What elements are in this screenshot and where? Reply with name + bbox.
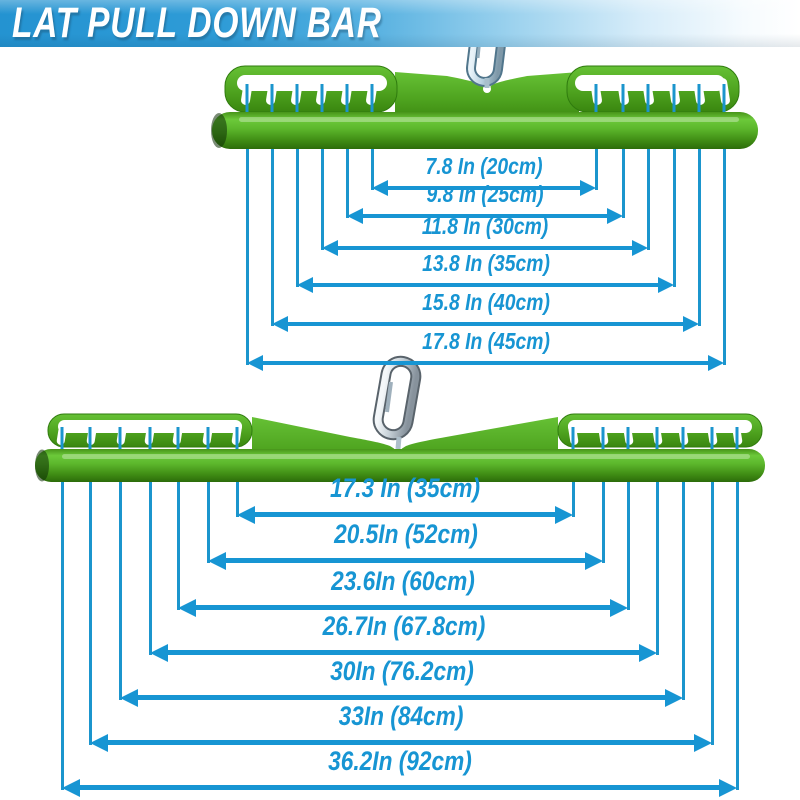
extension-line bbox=[672, 112, 676, 287]
dimension-arrow bbox=[260, 361, 711, 365]
extension-line bbox=[176, 449, 180, 610]
extension-line bbox=[270, 112, 274, 326]
arrowhead-right-icon bbox=[683, 316, 699, 332]
dimension-label: 17.3 In (35cm) bbox=[329, 473, 481, 503]
dimension-arrow bbox=[310, 283, 661, 287]
arrowhead-right-icon bbox=[658, 277, 674, 293]
carabiner-icon bbox=[372, 355, 422, 450]
long-bar-illustration bbox=[35, 355, 765, 482]
arrowhead-right-icon bbox=[610, 598, 628, 617]
arrowhead-left-icon bbox=[208, 551, 226, 570]
left-hook-comb bbox=[224, 65, 398, 113]
extension-line bbox=[626, 449, 630, 610]
extension-line bbox=[722, 112, 726, 365]
dimension-label: 11.8 In (30cm) bbox=[421, 213, 549, 239]
extension-line bbox=[148, 449, 152, 655]
extension-line bbox=[594, 112, 598, 190]
dimension-label: 26.7In (67.8cm) bbox=[322, 611, 485, 641]
arrowhead-left-icon bbox=[247, 355, 263, 371]
extension-line bbox=[601, 449, 605, 563]
dimension-arrow bbox=[76, 785, 723, 790]
arrowhead-left-icon bbox=[120, 688, 138, 707]
arrowhead-right-icon bbox=[719, 778, 737, 797]
arrowhead-right-icon bbox=[632, 240, 648, 256]
slot-line-stubs bbox=[60, 427, 739, 449]
dimension-label: 7.8 In (20cm) bbox=[425, 153, 543, 179]
extension-line bbox=[697, 112, 701, 326]
arrowhead-left-icon bbox=[272, 316, 288, 332]
arrowhead-left-icon bbox=[62, 778, 80, 797]
arrowhead-left-icon bbox=[297, 277, 313, 293]
arrowhead-right-icon bbox=[665, 688, 683, 707]
arrowhead-left-icon bbox=[178, 598, 196, 617]
arrowhead-right-icon bbox=[639, 643, 657, 662]
extension-line bbox=[710, 449, 714, 745]
dimension-arrow bbox=[192, 605, 614, 610]
dimension-arrow bbox=[104, 740, 698, 745]
dimension-label: 20.5In (52cm) bbox=[333, 519, 478, 549]
extension-line bbox=[571, 449, 575, 517]
dimension-arrow bbox=[222, 558, 589, 563]
dimension-label: 17.8 In (45cm) bbox=[421, 328, 550, 354]
dimension-arrow bbox=[285, 322, 686, 326]
dimension-label: 9.8 In (25cm) bbox=[426, 181, 544, 207]
dimension-arrow bbox=[134, 695, 669, 700]
dimension-arrow bbox=[164, 650, 643, 655]
extension-line bbox=[295, 112, 299, 287]
dimension-label: 23.6In (60cm) bbox=[331, 566, 475, 596]
right-hook-comb bbox=[566, 65, 740, 113]
arrowhead-left-icon bbox=[322, 240, 338, 256]
arrowhead-right-icon bbox=[708, 355, 724, 371]
center-plate bbox=[395, 72, 579, 122]
arrowhead-right-icon bbox=[607, 208, 623, 224]
page-title: LAT PULL DOWN BAR bbox=[12, 0, 382, 47]
extension-line bbox=[735, 449, 739, 790]
dimension-label: 30In (76.2cm) bbox=[329, 656, 474, 686]
extension-line bbox=[245, 112, 249, 365]
extension-line bbox=[655, 449, 659, 655]
dimension-label: 33In (84cm) bbox=[338, 701, 464, 731]
extension-line bbox=[206, 449, 210, 563]
arrowhead-right-icon bbox=[555, 505, 573, 524]
dimension-arrow bbox=[385, 186, 583, 190]
right-hook-comb bbox=[557, 413, 763, 448]
arrowhead-left-icon bbox=[237, 505, 255, 524]
arrowhead-right-icon bbox=[585, 551, 603, 570]
arrowhead-right-icon bbox=[580, 180, 596, 196]
extension-line bbox=[646, 112, 650, 250]
extension-line bbox=[320, 112, 324, 250]
extension-line bbox=[621, 112, 625, 218]
extension-line bbox=[88, 449, 92, 745]
dimension-label: 36.2In (92cm) bbox=[327, 746, 472, 776]
arrowhead-left-icon bbox=[372, 180, 388, 196]
slot-line-stubs bbox=[245, 84, 726, 112]
extension-line bbox=[60, 449, 64, 790]
arrowhead-right-icon bbox=[694, 733, 712, 752]
extension-line bbox=[681, 449, 685, 700]
extension-line bbox=[235, 449, 239, 517]
bar-tube bbox=[211, 112, 758, 149]
dimension-arrow bbox=[251, 512, 559, 517]
arrowhead-left-icon bbox=[150, 643, 168, 662]
extension-line bbox=[118, 449, 122, 700]
dimension-arrow bbox=[335, 246, 635, 250]
arrowhead-left-icon bbox=[347, 208, 363, 224]
extension-line bbox=[345, 112, 349, 218]
dimension-label: 13.8 In (35cm) bbox=[421, 250, 550, 276]
dimension-arrow bbox=[360, 214, 610, 218]
dimension-label: 15.8 In (40cm) bbox=[421, 289, 550, 315]
bar-tube bbox=[35, 449, 765, 482]
arrowhead-left-icon bbox=[90, 733, 108, 752]
extension-line bbox=[370, 112, 374, 190]
title-banner: LAT PULL DOWN BAR bbox=[0, 0, 800, 47]
